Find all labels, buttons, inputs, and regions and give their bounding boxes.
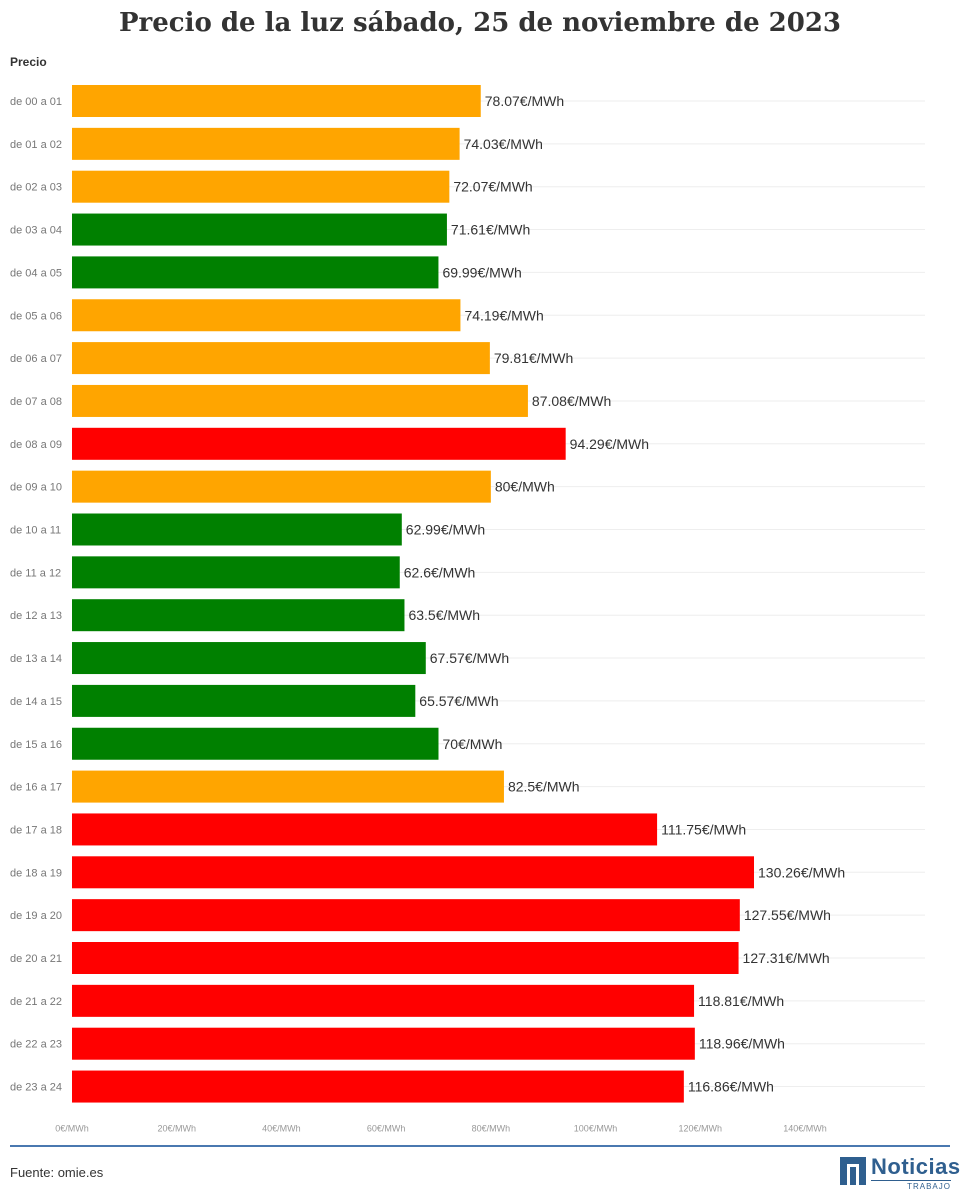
bar-chart: 78.07€/MWh de 00 a 01 74.03€/MWh de 01 a 02… bbox=[10, 85, 925, 1134]
category-label: de 16 a 17 bbox=[10, 782, 62, 794]
category-label: de 12 a 13 bbox=[10, 610, 62, 622]
bar bbox=[72, 127, 460, 160]
data-label: 72.07€/MWh bbox=[453, 179, 532, 195]
data-label: 63.5€/MWh bbox=[408, 607, 480, 623]
bar bbox=[72, 170, 450, 203]
bar bbox=[72, 427, 566, 460]
category-label: de 00 a 01 bbox=[10, 96, 62, 108]
bar bbox=[72, 642, 426, 675]
category-label: de 18 a 19 bbox=[10, 867, 62, 879]
data-label: 78.07€/MWh bbox=[485, 93, 564, 109]
bar bbox=[72, 770, 504, 803]
category-label: de 03 a 04 bbox=[10, 225, 62, 237]
footer-divider bbox=[10, 1145, 950, 1147]
data-label: 74.03€/MWh bbox=[464, 136, 543, 152]
data-label: 127.55€/MWh bbox=[744, 907, 831, 923]
data-label: 67.57€/MWh bbox=[430, 650, 509, 666]
x-tick-label: 40€/MWh bbox=[262, 1124, 301, 1134]
data-label: 82.5€/MWh bbox=[508, 779, 580, 795]
x-tick-label: 100€/MWh bbox=[574, 1124, 618, 1134]
category-label: de 20 a 21 bbox=[10, 953, 62, 965]
data-label: 65.57€/MWh bbox=[419, 693, 498, 709]
category-label: de 21 a 22 bbox=[10, 996, 62, 1008]
data-label: 118.96€/MWh bbox=[699, 1036, 785, 1052]
category-label: de 17 a 18 bbox=[10, 824, 62, 836]
category-label: de 15 a 16 bbox=[10, 739, 62, 751]
category-label: de 23 a 24 bbox=[10, 1082, 62, 1094]
bar bbox=[72, 85, 481, 117]
category-label: de 11 a 12 bbox=[10, 567, 61, 579]
data-label: 118.81€/MWh bbox=[698, 993, 784, 1009]
bar bbox=[72, 256, 439, 289]
x-tick-label: 60€/MWh bbox=[367, 1124, 406, 1134]
data-label: 74.19€/MWh bbox=[464, 307, 543, 323]
category-label: de 22 a 23 bbox=[10, 1039, 62, 1051]
x-tick-label: 80€/MWh bbox=[472, 1124, 511, 1134]
x-tick-label: 0€/MWh bbox=[55, 1124, 89, 1134]
logo-subtitle: TRABAJO bbox=[871, 1180, 951, 1191]
category-label: de 10 a 11 bbox=[10, 525, 61, 537]
bar bbox=[72, 384, 528, 417]
bar bbox=[72, 684, 416, 717]
data-label: 111.75€/MWh bbox=[661, 821, 746, 837]
logo-mark-icon bbox=[840, 1157, 866, 1185]
data-label: 116.86€/MWh bbox=[688, 1079, 774, 1095]
data-label: 62.6€/MWh bbox=[404, 564, 476, 580]
x-tick-label: 140€/MWh bbox=[783, 1124, 827, 1134]
data-label: 87.08€/MWh bbox=[532, 393, 611, 409]
category-label: de 02 a 03 bbox=[10, 182, 62, 194]
bar bbox=[72, 513, 402, 546]
bar bbox=[72, 899, 740, 932]
data-label: 69.99€/MWh bbox=[442, 264, 521, 280]
source-note: Fuente: omie.es bbox=[10, 1165, 104, 1180]
bar bbox=[72, 984, 695, 1017]
bar bbox=[72, 556, 400, 589]
bar bbox=[72, 942, 739, 974]
data-label: 127.31€/MWh bbox=[743, 950, 830, 966]
data-label: 130.26€/MWh bbox=[758, 864, 845, 880]
bar bbox=[72, 599, 405, 632]
category-label: de 13 a 14 bbox=[10, 653, 62, 665]
category-label: de 09 a 10 bbox=[10, 482, 62, 494]
bar bbox=[72, 727, 439, 760]
category-label: de 04 a 05 bbox=[10, 267, 62, 279]
data-label: 94.29€/MWh bbox=[570, 436, 649, 452]
bar bbox=[72, 342, 490, 375]
bar bbox=[72, 299, 461, 332]
category-label: de 07 a 08 bbox=[10, 396, 62, 408]
category-label: de 06 a 07 bbox=[10, 353, 62, 365]
bar bbox=[72, 1070, 684, 1103]
chart-title: Precio de la luz sábado, 25 de noviembre… bbox=[118, 8, 842, 38]
category-label: de 01 a 02 bbox=[10, 139, 62, 151]
data-label: 79.81€/MWh bbox=[494, 350, 573, 366]
data-label: 70€/MWh bbox=[443, 736, 503, 752]
bar bbox=[72, 1027, 695, 1060]
data-label: 80€/MWh bbox=[495, 479, 555, 495]
bar bbox=[72, 856, 755, 889]
y-axis-label: Precio bbox=[10, 55, 47, 69]
x-tick-label: 120€/MWh bbox=[679, 1124, 723, 1134]
x-tick-label: 20€/MWh bbox=[157, 1124, 196, 1134]
bar bbox=[72, 213, 447, 246]
category-label: de 19 a 20 bbox=[10, 910, 62, 922]
data-label: 62.99€/MWh bbox=[406, 522, 485, 538]
category-label: de 05 a 06 bbox=[10, 310, 62, 322]
bar bbox=[72, 470, 491, 503]
category-label: de 08 a 09 bbox=[10, 439, 62, 451]
data-label: 71.61€/MWh bbox=[451, 222, 530, 238]
noticias-trabajo-logo: Noticias TRABAJO bbox=[840, 1154, 960, 1191]
category-label: de 14 a 15 bbox=[10, 696, 62, 708]
logo-name: Noticias bbox=[871, 1154, 960, 1179]
bar bbox=[72, 813, 658, 846]
